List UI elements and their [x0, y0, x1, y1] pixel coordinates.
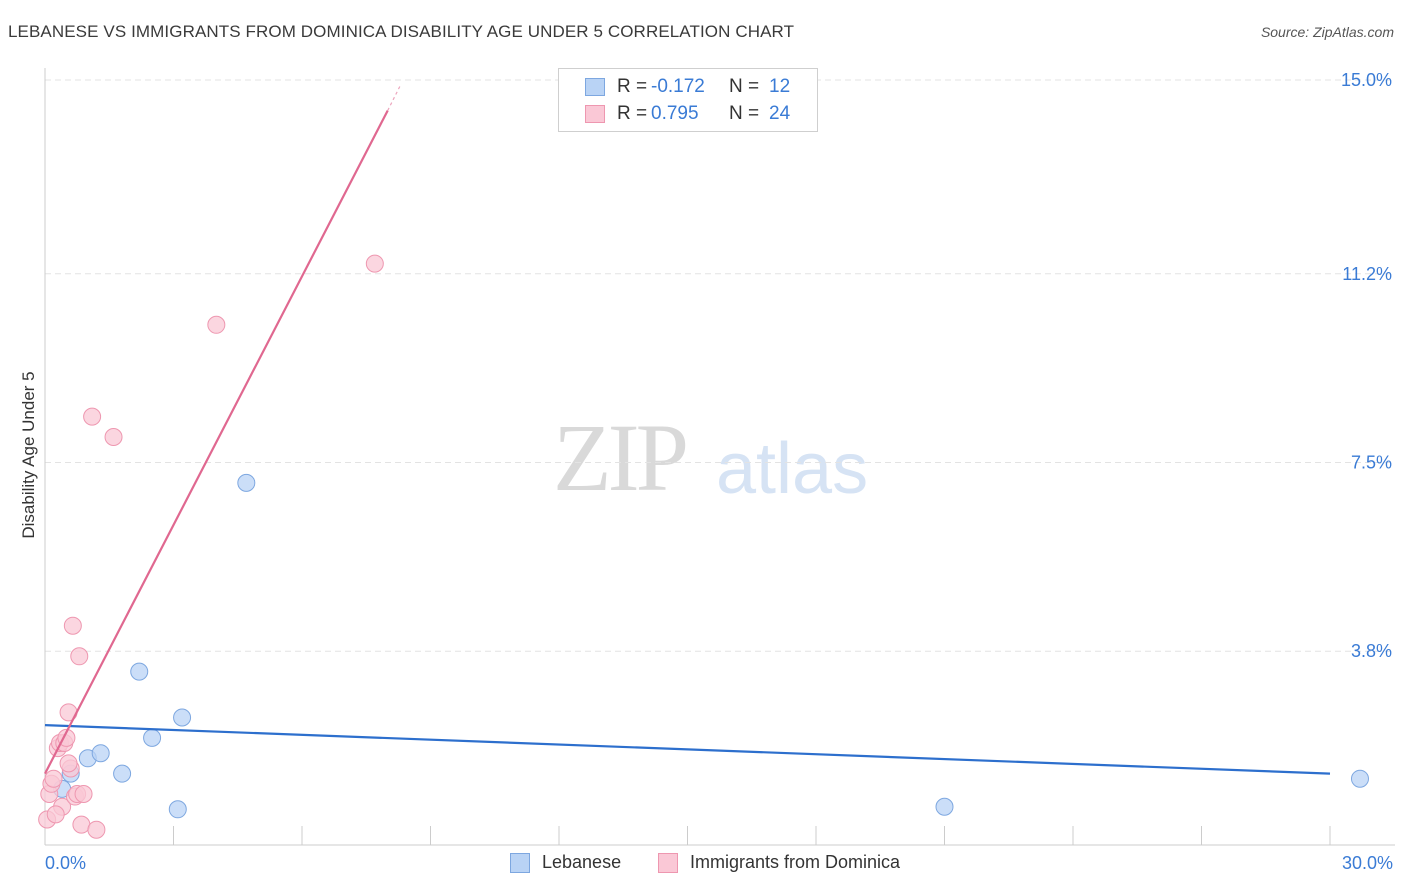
r-value: -0.172 [651, 76, 705, 97]
bottom-legend-dominica[interactable]: Immigrants from Dominica [658, 852, 900, 873]
source-label: Source: ZipAtlas.com [1260, 24, 1394, 40]
lebanese-point [113, 764, 132, 783]
chart-title: LEBANESE VS IMMIGRANTS FROM DOMINICA DIS… [8, 22, 795, 41]
watermark-atlas: atlas [716, 429, 869, 509]
legend-label-dominica: Immigrants from Dominica [690, 852, 901, 872]
dominica-point [365, 254, 384, 273]
y-tick-label: 3.8% [1351, 641, 1392, 661]
dominica-point [104, 428, 123, 446]
lebanese-point [168, 800, 187, 819]
lebanese-point [173, 708, 192, 727]
dominica-point [207, 315, 226, 334]
watermark-zip: ZIP [553, 404, 689, 511]
dominica-point [63, 616, 82, 635]
x-tick-label: 30.0% [1342, 853, 1393, 873]
lebanese-point [935, 797, 954, 816]
dominica-point [87, 820, 106, 839]
lebanese-point [143, 728, 162, 747]
n-value: 12 [769, 76, 791, 97]
dominica-point [72, 815, 91, 834]
legend-swatch-lebanese [510, 852, 530, 873]
dominica-point [59, 754, 78, 773]
dominica-point [44, 769, 63, 788]
y-tick-label: 7.5% [1351, 453, 1392, 473]
n-label: N = [729, 103, 760, 124]
lebanese-point [237, 473, 256, 492]
dominica-point [74, 785, 93, 803]
y-tick-label: 15.0% [1341, 70, 1392, 90]
n-label: N = [729, 76, 760, 97]
r-value: 0.795 [651, 103, 699, 124]
n-value: 24 [769, 103, 791, 124]
lebanese-point [130, 662, 149, 681]
legend-swatch-dominica [658, 852, 678, 873]
legend-row-lebanese: R = -0.172 N = 12 [585, 75, 790, 99]
r-label: R = [617, 103, 648, 124]
x-tick-label: 0.0% [45, 853, 86, 873]
y-axis-label: Disability Age Under 5 [19, 371, 38, 538]
dominica-point [83, 407, 102, 426]
dominica-trend-line [44, 110, 389, 775]
dominica-trend-extension [387, 84, 402, 111]
y-tick-label: 11.2% [1342, 264, 1392, 284]
dominica-point [70, 647, 89, 666]
lebanese-point [1350, 769, 1369, 788]
stats-legend: R = -0.172 N = 12 R = 0.795 N = 24 [558, 68, 818, 132]
bottom-legend-lebanese[interactable]: Lebanese [510, 852, 621, 873]
legend-swatch-lebanese [585, 78, 605, 96]
legend-row-dominica: R = 0.795 N = 24 [585, 102, 790, 126]
legend-label-lebanese: Lebanese [542, 852, 622, 872]
legend-swatch-dominica [585, 105, 605, 123]
lebanese-point [91, 744, 110, 763]
r-label: R = [617, 76, 648, 97]
lebanese-trend-line [44, 724, 1331, 775]
dominica-point [46, 805, 65, 824]
